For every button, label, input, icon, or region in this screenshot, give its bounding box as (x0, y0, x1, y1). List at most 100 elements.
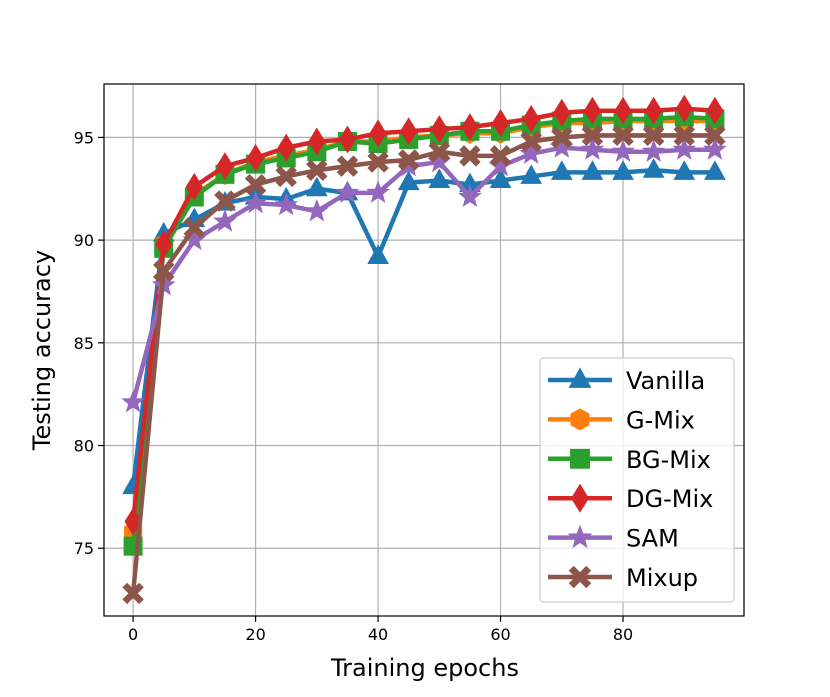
legend-item-bg-mix: BG-Mix (548, 446, 711, 474)
data-point-mixup (551, 126, 573, 149)
y-tick-label: 85 (74, 334, 94, 353)
legend-marker (567, 524, 593, 549)
data-point-vanilla (428, 168, 451, 189)
data-point-dg-mix (185, 172, 203, 201)
legend-label: SAM (626, 525, 679, 553)
y-axis-title: Testing accuracy (28, 250, 56, 451)
data-point-mixup (428, 141, 451, 163)
data-point-sam (243, 190, 268, 214)
data-point-sam (304, 198, 329, 222)
data-point-dg-mix (553, 98, 571, 127)
data-point-mixup (581, 124, 604, 147)
data-point-vanilla (612, 160, 634, 180)
series-dg-mix (124, 94, 724, 536)
legend-marker (570, 448, 590, 469)
data-point-dg-mix (400, 117, 418, 146)
data-point-dg-mix (216, 152, 234, 181)
data-point-vanilla (305, 176, 328, 197)
data-point-dg-mix (369, 119, 387, 148)
legend-marker (570, 408, 590, 431)
x-tick-label: 0 (128, 625, 138, 644)
legend-item-g-mix: G-Mix (548, 406, 695, 434)
data-point-dg-mix (308, 127, 326, 156)
x-tick-label: 60 (490, 625, 510, 644)
x-tick-label: 40 (368, 625, 388, 644)
y-tick-label: 90 (74, 231, 94, 250)
data-point-mixup (673, 124, 695, 147)
data-point-sam (335, 180, 360, 203)
data-point-sam (611, 139, 635, 162)
legend-marker (571, 483, 589, 513)
legend-label: Mixup (626, 564, 698, 592)
data-point-sam (458, 184, 482, 208)
data-point-sam (213, 209, 237, 232)
y-tick-label: 95 (74, 128, 94, 147)
x-tick-label: 80 (613, 625, 633, 644)
legend-marker (568, 565, 592, 589)
data-point-mixup (704, 124, 726, 147)
data-point-vanilla (581, 160, 604, 180)
data-point-mixup (520, 130, 542, 153)
data-point-vanilla (704, 160, 726, 180)
legend-label: BG-Mix (626, 446, 711, 474)
data-point-dg-mix (491, 109, 510, 137)
legend-label: Vanilla (626, 367, 705, 395)
data-point-mixup (122, 582, 144, 605)
data-point-mixup (367, 151, 389, 173)
x-tick-label: 20 (245, 625, 265, 644)
data-point-dg-mix (338, 125, 357, 154)
legend-item-mixup: Mixup (548, 564, 698, 592)
legend-item-vanilla: Vanilla (548, 367, 705, 395)
series-mixup (122, 124, 726, 605)
data-point-dg-mix (583, 96, 602, 125)
data-point-dg-mix (461, 113, 479, 142)
data-point-mixup (275, 165, 297, 188)
data-point-dg-mix (614, 96, 632, 125)
data-point-sam (580, 137, 605, 160)
data-point-mixup (336, 155, 359, 177)
data-point-vanilla (397, 170, 420, 191)
data-point-sam (366, 180, 390, 203)
data-point-mixup (642, 124, 665, 147)
data-point-vanilla (642, 158, 665, 178)
data-point-dg-mix (430, 115, 448, 144)
legend-marker (568, 367, 592, 388)
ticks: 0 20 40 60 80 75 80 85 90 95 (74, 128, 634, 644)
data-point-sam (703, 137, 727, 160)
series-group (121, 94, 727, 605)
data-point-mixup (306, 159, 328, 181)
y-tick-label: 75 (74, 539, 94, 558)
data-point-dg-mix (675, 94, 693, 123)
legend-label: G-Mix (626, 406, 695, 434)
legend-label: DG-Mix (626, 485, 713, 513)
data-point-vanilla (673, 160, 696, 180)
series-sam (121, 135, 727, 413)
plot-frame (103, 83, 745, 617)
data-point-mixup (459, 145, 481, 167)
data-point-mixup (612, 124, 634, 147)
data-point-sam (121, 389, 145, 413)
legend-item-sam: SAM (548, 525, 679, 553)
data-point-mixup (397, 149, 420, 171)
data-point-vanilla (550, 160, 573, 180)
data-point-mixup (183, 217, 206, 239)
data-point-dg-mix (706, 96, 724, 125)
data-point-mixup (489, 145, 512, 167)
data-point-dg-mix (645, 96, 663, 125)
legend-item-dg-mix: DG-Mix (548, 483, 713, 513)
legend: Vanilla G-Mix BG-Mix DG-Mix SAM Mixup (539, 357, 735, 603)
data-point-mixup (153, 260, 175, 282)
data-point-vanilla (520, 164, 543, 184)
data-point-sam (641, 139, 666, 162)
data-point-dg-mix (246, 143, 265, 172)
data-point-mixup (214, 190, 236, 212)
data-point-dg-mix (522, 104, 540, 133)
data-point-dg-mix (277, 133, 295, 162)
data-point-sam (672, 137, 697, 160)
data-point-dg-mix (155, 230, 173, 259)
data-point-vanilla (367, 244, 389, 265)
data-point-sam (274, 192, 299, 216)
data-point-vanilla (489, 168, 512, 189)
